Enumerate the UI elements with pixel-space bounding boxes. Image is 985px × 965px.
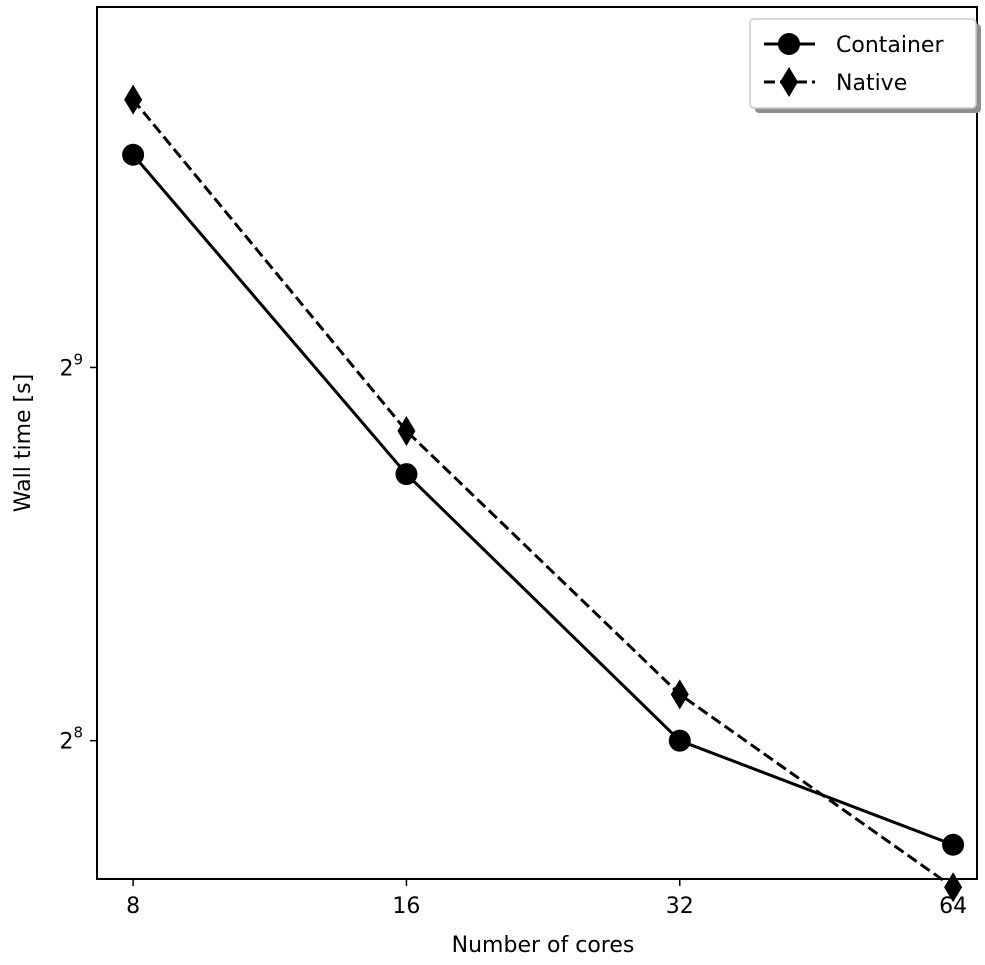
x-tick-label: 8 xyxy=(126,894,140,919)
y-axis-ticks: 28 29 xyxy=(59,350,97,755)
legend-marker-native xyxy=(780,67,798,97)
y-tick-label: 29 xyxy=(59,350,83,381)
x-axis-label: Number of cores xyxy=(452,933,635,958)
data-point-container xyxy=(122,143,145,166)
plot-frame xyxy=(96,6,978,880)
data-point-native xyxy=(124,84,143,115)
data-point-native xyxy=(670,679,689,710)
series-line-native xyxy=(131,98,954,889)
series-layer xyxy=(122,84,965,903)
y-tick-label: 28 xyxy=(59,724,83,755)
legend-label-native: Native xyxy=(836,71,907,96)
data-point-container xyxy=(942,833,965,856)
legend-label-container: Container xyxy=(836,33,944,58)
x-tick-label: 16 xyxy=(392,894,420,919)
data-point-container xyxy=(668,729,691,752)
legend-marker-container xyxy=(778,33,800,55)
legend: Container Native xyxy=(749,18,981,113)
x-axis-ticks: 8 16 32 64 xyxy=(126,879,967,919)
data-point-container xyxy=(395,463,418,486)
legend-box xyxy=(749,18,977,109)
series-line-container xyxy=(131,153,954,847)
data-point-native xyxy=(397,416,416,447)
y-axis-label: Wall time [s] xyxy=(11,374,36,512)
legend-items: Container Native xyxy=(764,33,944,97)
x-tick-label: 32 xyxy=(666,894,694,919)
data-point-native xyxy=(944,872,963,903)
